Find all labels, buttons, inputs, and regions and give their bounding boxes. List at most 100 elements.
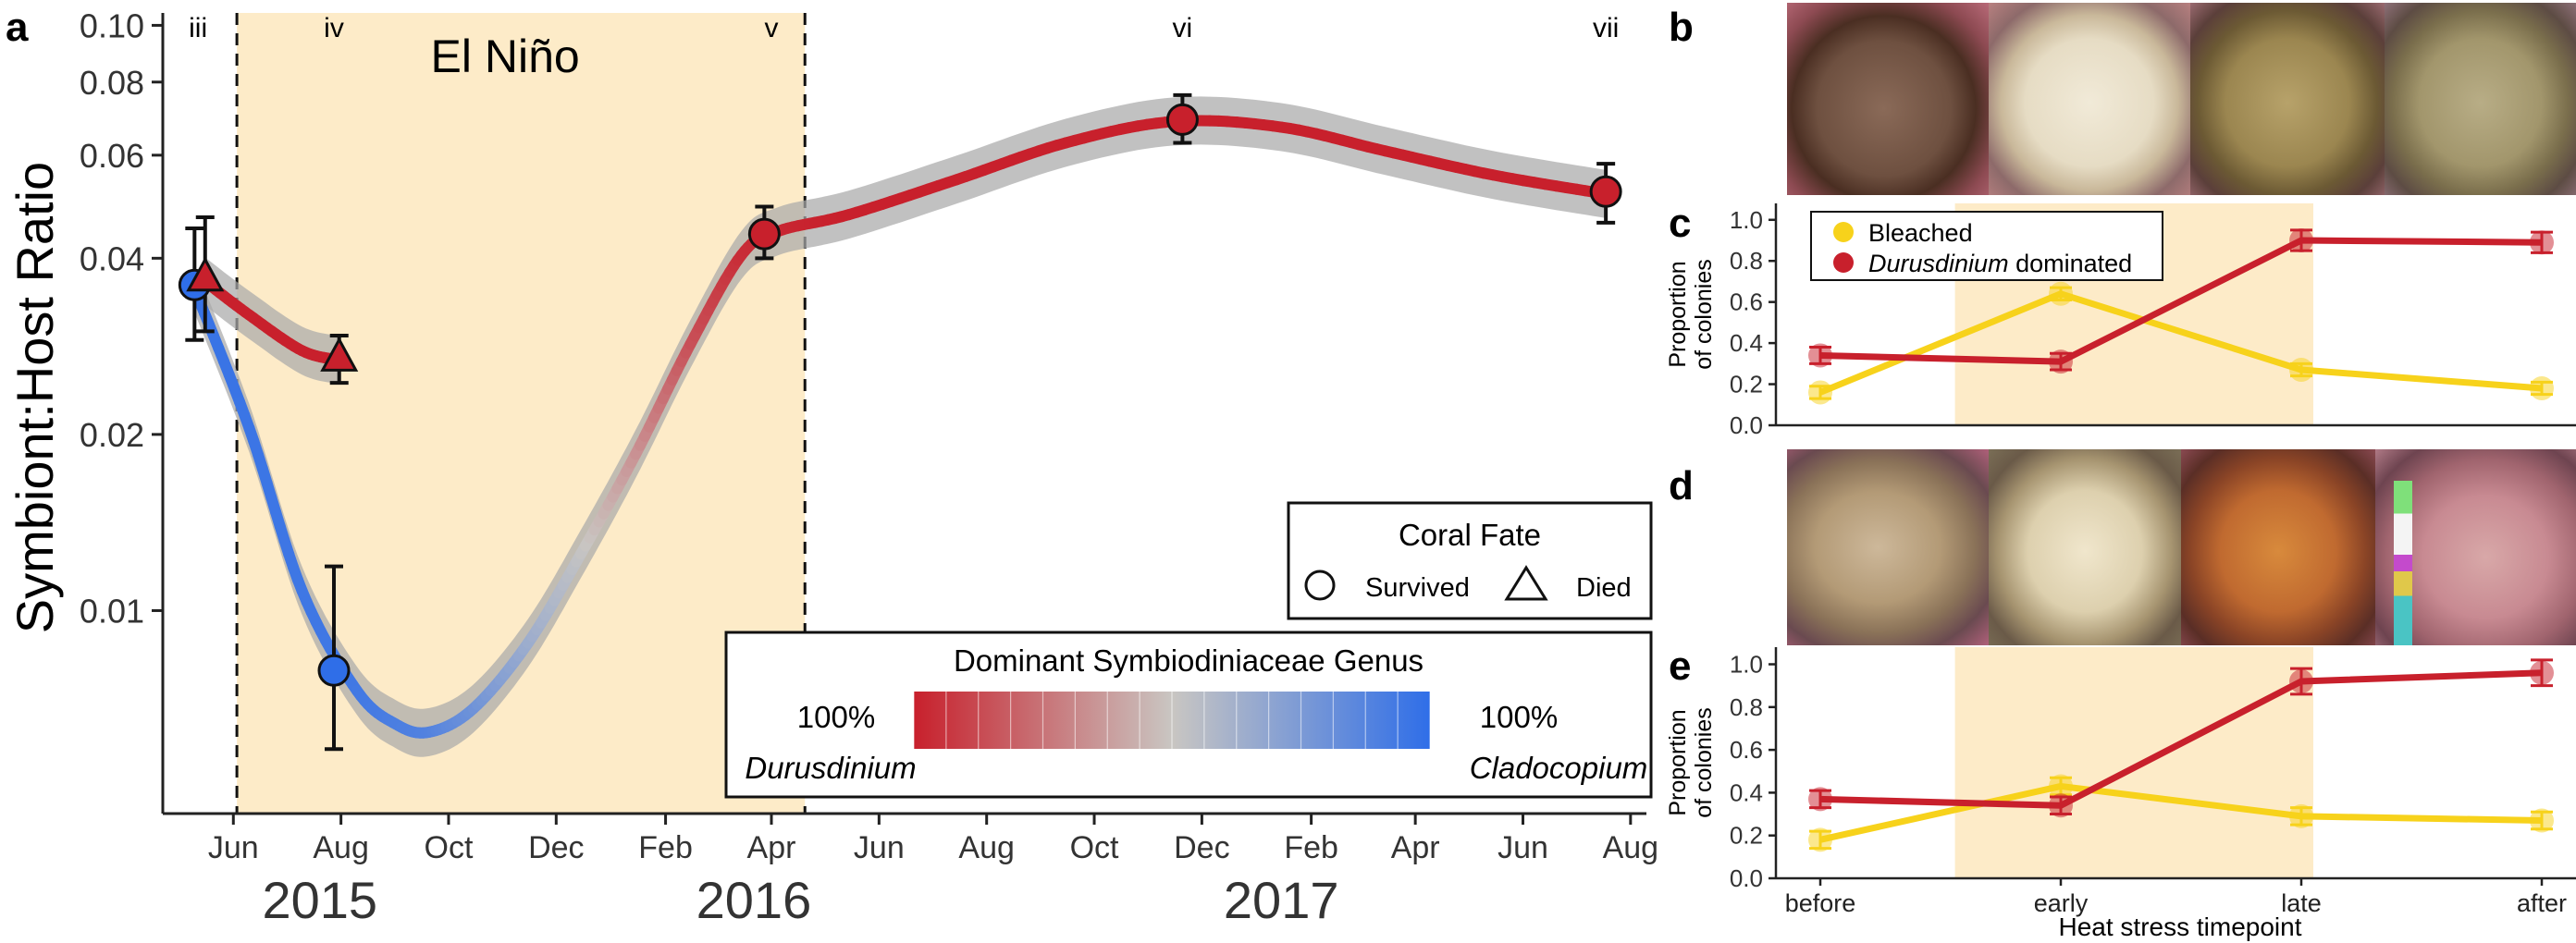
- y-tick-label: 0.2: [1730, 822, 1763, 850]
- y-tick-label: 0.01: [80, 592, 144, 630]
- stage-label: iv: [324, 13, 344, 43]
- series-line-bleached: [1818, 290, 2543, 396]
- stage-labels: iii iv v vi vii: [189, 13, 1619, 43]
- confidence-band-survived: [194, 96, 1607, 757]
- heat-stress-band: [1954, 647, 2313, 878]
- y-tick-label: 0.4: [1730, 778, 1763, 806]
- legend-fate-title: Coral Fate: [1399, 518, 1541, 552]
- legend-c: Bleached Durusdinium dominated: [1810, 211, 2163, 281]
- panel-label-c: c: [1669, 201, 1691, 246]
- legend-durus-marker: [1833, 252, 1854, 273]
- series-line-durusdinium: [1819, 669, 2543, 809]
- coral-photo-d2: [1989, 449, 2181, 645]
- coral-photo-b1: [1787, 3, 1989, 195]
- panel-label-e: e: [1669, 643, 1691, 689]
- x-tick-label: Feb: [1284, 830, 1338, 865]
- legend-c-box: [1810, 211, 2163, 281]
- y-tick-label: 0.2: [1730, 371, 1763, 398]
- y-tick-label: 0.0: [1730, 864, 1763, 892]
- coral-photo-b4: [2385, 3, 2576, 195]
- legend-durus-label: Durusdinium dominated: [1868, 250, 2132, 277]
- legend-died-marker: [1504, 565, 1548, 601]
- y-tick-label: 0.4: [1730, 329, 1763, 357]
- x-tick-label: Dec: [1174, 830, 1229, 865]
- legend-right-genus: Cladocopium: [1470, 751, 1648, 785]
- y-tick-label: 0.02: [80, 416, 144, 454]
- y-tick-label: 0.6: [1730, 736, 1763, 764]
- point-survived: [1589, 175, 1622, 208]
- y-tick-label: 0.08: [80, 64, 144, 102]
- x-tick-label: Apr: [747, 830, 796, 865]
- x-tick-label: Jun: [854, 830, 905, 865]
- coral-photo-b2: [1989, 3, 2190, 195]
- photo-scale-bar: [2394, 481, 2412, 645]
- elnino-boundaries: [235, 13, 807, 814]
- legend-genus: Dominant Symbiodiniaceae Genus 100% 100%…: [724, 631, 1653, 799]
- coral-photo-b3: [2190, 3, 2385, 195]
- stage-label: vii: [1593, 13, 1619, 43]
- legend-bleached-marker: [1833, 222, 1854, 242]
- year-label: 2015: [262, 871, 377, 929]
- x-tick-label: Apr: [1391, 830, 1440, 865]
- x-tick-label: early: [2034, 889, 2089, 917]
- y-tick-label: 0.04: [80, 239, 144, 277]
- legend-left-pct: 100%: [797, 700, 875, 734]
- panel-e-chart: 0.0 0.2 0.4 0.6 0.8 1.0 before early late after Pr…: [1665, 647, 2576, 917]
- year-labels: 2015 2016 2017: [262, 871, 1338, 929]
- colorbar-ticks: [913, 692, 1431, 749]
- y-ticks-a: 0.10 0.08 0.06 0.04 0.02 0.01: [80, 6, 163, 630]
- y-tick-label: 0.8: [1730, 693, 1763, 721]
- elnino-band: [237, 13, 806, 814]
- coral-photo-d3: [2181, 449, 2375, 645]
- stage-label: iii: [189, 13, 207, 43]
- x-ticks-a: Jun Aug Oct Dec Feb Apr Jun Aug Oct Dec Feb Apr Jun A…: [208, 814, 1658, 865]
- legend-bleached-label: Bleached: [1868, 219, 1973, 247]
- y-tick-label: 0.8: [1730, 247, 1763, 275]
- x-tick-label: Aug: [313, 830, 369, 865]
- series-line-durusdinium: [1819, 237, 2543, 365]
- x-tick-label: after: [2517, 889, 2567, 917]
- stage-label: vi: [1173, 13, 1193, 43]
- point-survived: [1165, 103, 1199, 136]
- legend-fate-box: [1287, 501, 1653, 620]
- y-tick-label: 0.10: [80, 6, 144, 44]
- y-axis-label: Proportionof colonies: [1665, 707, 1717, 818]
- point-died: [186, 256, 225, 292]
- y-axis-label: Proportionof colonies: [1665, 259, 1717, 370]
- x-tick-label: Oct: [1070, 830, 1119, 865]
- legend-died-label: Died: [1576, 573, 1632, 603]
- legend-survived-marker: [1304, 569, 1336, 601]
- x-tick-label: Aug: [1603, 830, 1659, 865]
- y-axis-label-a: Symbiont:Host Ratio: [6, 162, 64, 633]
- legend-right-pct: 100%: [1480, 700, 1558, 734]
- data-points: [178, 103, 1622, 687]
- axes-a: [161, 13, 1646, 815]
- legend-survived-label: Survived: [1365, 573, 1470, 603]
- point-survived: [747, 217, 781, 251]
- y-tick-label: 0.06: [80, 137, 144, 175]
- x-tick-label: Jun: [208, 830, 259, 865]
- legend-coral-fate: Coral Fate Survived Died: [1287, 501, 1653, 620]
- point-survived: [317, 654, 351, 687]
- x-tick-label: Feb: [638, 830, 693, 865]
- y-tick-label: 0.0: [1730, 411, 1763, 439]
- elnino-label: El Niño: [431, 31, 580, 82]
- year-label: 2016: [696, 871, 812, 929]
- y-tick-label: 0.6: [1730, 288, 1763, 316]
- x-tick-label: Jun: [1498, 830, 1548, 865]
- x-tick-label: Dec: [528, 830, 584, 865]
- panel-label-d: d: [1669, 463, 1694, 508]
- y-tick-label: 1.0: [1730, 206, 1763, 234]
- coral-photo-d1: [1787, 449, 1989, 645]
- point-died: [320, 337, 359, 372]
- series-line-bleached: [1819, 782, 2543, 843]
- x-tick-label: late: [2281, 889, 2322, 917]
- x-tick-label: Aug: [958, 830, 1015, 865]
- x-axis-label-e: Heat stress timepoint: [2059, 912, 2302, 941]
- panel-label-b: b: [1669, 5, 1694, 50]
- x-tick-label: Oct: [425, 830, 474, 865]
- y-tick-label: 1.0: [1730, 651, 1763, 679]
- legend-left-genus: Durusdinium: [745, 751, 916, 785]
- panel-label-a: a: [6, 5, 29, 50]
